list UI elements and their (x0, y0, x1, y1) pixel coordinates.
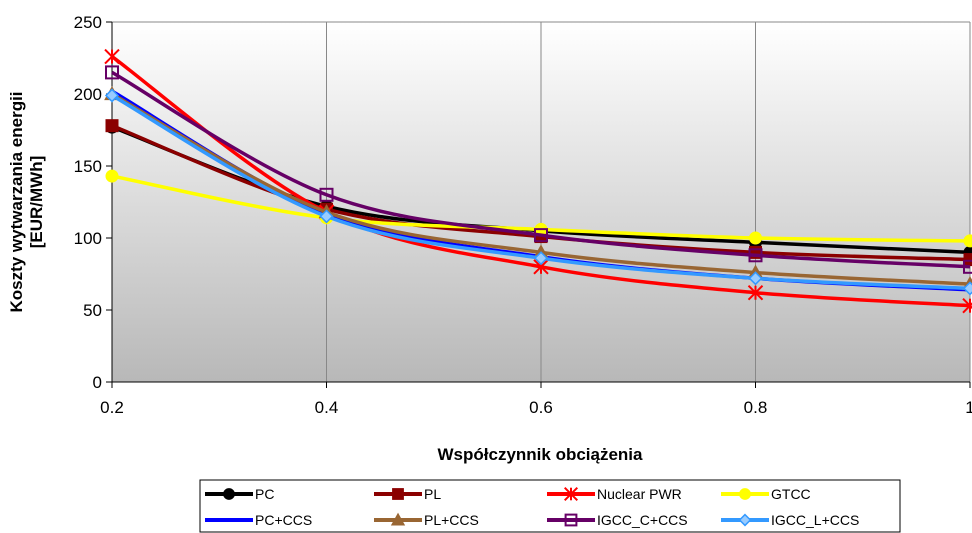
data-point (392, 488, 404, 500)
data-point (747, 285, 764, 301)
data-point (563, 486, 579, 502)
data-point (962, 297, 972, 314)
data-point (748, 248, 763, 263)
data-point (319, 209, 334, 224)
x-tick-label: 0.4 (315, 398, 339, 417)
x-tick-label: 0.2 (100, 398, 124, 417)
y-tick-label: 200 (74, 85, 102, 104)
data-point (105, 119, 119, 133)
x-tick-label: 0.6 (529, 398, 553, 417)
x-tick-label: 1 (965, 398, 972, 417)
y-tick-label: 0 (93, 373, 102, 392)
data-point (963, 259, 972, 274)
legend-item: IGCC_C+CCS (547, 512, 688, 528)
series-igcc-c-ccs (105, 65, 972, 274)
legend-item: IGCC_L+CCS (721, 512, 859, 528)
legend-label: IGCC_L+CCS (771, 512, 859, 528)
legend-label: Nuclear PWR (597, 486, 682, 502)
data-point (223, 488, 235, 500)
data-point (105, 169, 119, 183)
x-axis-title: Współczynnik obciążenia (438, 445, 644, 464)
legend-item: Nuclear PWR (547, 486, 682, 502)
series-igcc-l-ccs (104, 88, 972, 296)
legend-item: PC (205, 486, 274, 502)
legend: PC PL Nuclear PWR GTCC PC+CCS PL+CCS IGCC_C+CC… (199, 479, 901, 533)
data-point (739, 488, 751, 500)
data-point (105, 65, 119, 80)
data-point (319, 187, 334, 202)
data-point (963, 234, 972, 248)
data-point (748, 271, 763, 286)
y-axis-title-line-2: [EUR/MWh] (27, 156, 46, 249)
tick-labels: 0 50 100 150 200 250 0.2 0.4 0.6 0.8 1 (74, 13, 972, 417)
legend-item: PC+CCS (205, 512, 312, 528)
y-axis-title: Koszty wytwarzania energii [EUR/MWh] (7, 91, 46, 312)
y-axis-title-line-1: Koszty wytwarzania energii (7, 91, 26, 312)
data-point (738, 513, 752, 527)
legend-item: GTCC (721, 486, 811, 502)
data-point (104, 48, 120, 65)
axes (106, 21, 971, 388)
legend-box (199, 479, 901, 533)
y-tick-label: 250 (74, 13, 102, 32)
grid-lines (112, 21, 971, 382)
legend-label: PC (255, 486, 274, 502)
data-point (962, 281, 972, 296)
data-point (390, 512, 406, 526)
legend-item: PL (374, 486, 441, 502)
y-tick-label: 100 (74, 229, 102, 248)
legend-item: PL+CCS (374, 512, 479, 528)
series-group (104, 48, 972, 314)
legend-label: GTCC (771, 486, 811, 502)
legend-label: PL+CCS (424, 512, 479, 528)
legend-label: PL (424, 486, 441, 502)
series-line (111, 70, 971, 269)
y-tick-label: 150 (74, 157, 102, 176)
data-point (564, 513, 578, 527)
y-tick-label: 50 (83, 301, 102, 320)
data-point (749, 231, 762, 245)
data-point (533, 251, 549, 266)
x-tick-label: 0.8 (744, 398, 768, 417)
legend-label: IGCC_C+CCS (597, 512, 688, 528)
legend-label: PC+CCS (255, 512, 312, 528)
data-point (104, 88, 120, 103)
data-point (534, 228, 548, 243)
data-point (963, 253, 972, 267)
